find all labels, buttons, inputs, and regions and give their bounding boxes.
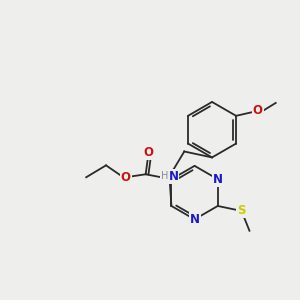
Text: S: S <box>237 204 246 218</box>
Text: N: N <box>190 213 200 226</box>
Text: O: O <box>253 104 263 117</box>
Text: N: N <box>168 170 178 183</box>
Text: O: O <box>144 146 154 159</box>
Text: O: O <box>121 171 131 184</box>
Text: H: H <box>161 171 168 181</box>
Text: N: N <box>213 173 223 186</box>
